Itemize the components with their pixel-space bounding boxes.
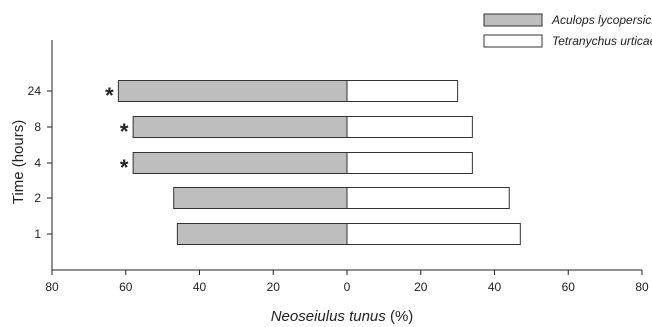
bar-tetranychus	[346, 223, 521, 245]
plot-area: 80 60 40 20 0 20 40 60 80 24 * 8 * 4 * 2 1	[28, 40, 649, 294]
x-axis-title-unit: (%)	[386, 308, 414, 325]
x-axis-title-species: Neoseiulus tunus	[271, 308, 387, 325]
legend-swatch	[483, 34, 543, 48]
legend: Aculops lycopersici Tetranychus urticae	[483, 13, 652, 48]
legend-label: Aculops lycopersici	[551, 13, 652, 27]
bar-aculops	[132, 152, 348, 174]
x-axis-title: Neoseiulus tunus (%)	[271, 308, 414, 325]
y-tick-label: 1	[34, 227, 41, 241]
y-tick-label: 2	[34, 191, 41, 205]
x-tick-label: 60	[119, 280, 133, 294]
y-tick-label: 4	[34, 156, 41, 170]
bar-aculops	[173, 187, 348, 209]
y-tick-label: 8	[34, 120, 41, 134]
x-tick-label: 80	[635, 280, 649, 294]
bar-tetranychus	[346, 80, 459, 102]
y-axis-title: Time (hours)	[10, 120, 27, 204]
x-tick-label: 60	[562, 280, 576, 294]
significance-star: *	[120, 155, 129, 180]
significance-star: *	[120, 119, 129, 144]
x-tick-label: 20	[414, 280, 428, 294]
y-tick-label: 24	[28, 84, 42, 98]
bar-tetranychus	[346, 187, 510, 209]
bar-aculops	[176, 223, 348, 245]
significance-star: *	[105, 83, 114, 108]
legend-swatch	[483, 13, 543, 27]
bar-tetranychus	[346, 152, 473, 174]
x-tick-label: 80	[45, 280, 59, 294]
bar-aculops	[117, 80, 348, 102]
x-tick-label: 40	[488, 280, 502, 294]
bar-aculops	[132, 116, 348, 138]
bar-tetranychus	[346, 116, 473, 138]
x-tick-label: 40	[193, 280, 207, 294]
x-tick-label: 20	[267, 280, 281, 294]
legend-label: Tetranychus urticae	[552, 34, 652, 48]
x-tick-label: 0	[344, 280, 351, 294]
